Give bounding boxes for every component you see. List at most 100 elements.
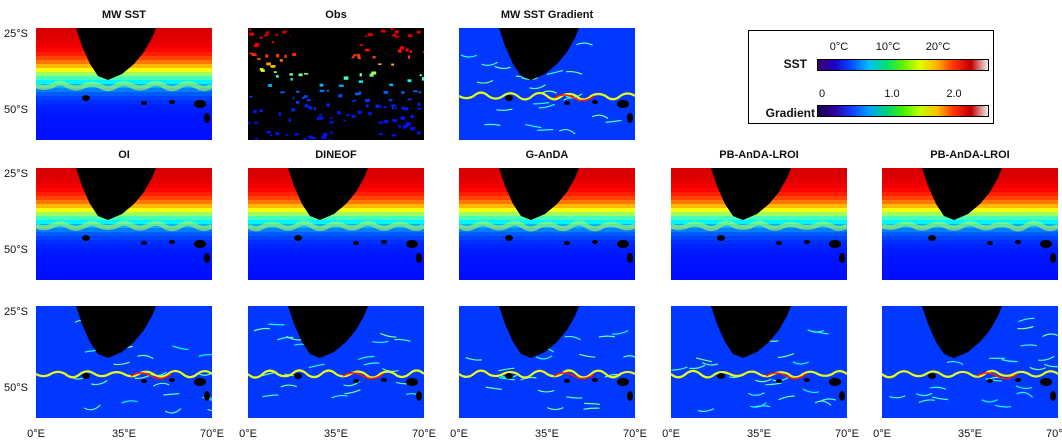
y-tick-8-0: 25°S xyxy=(4,306,28,318)
panel-title-pb-anda-lroi-1: PB-AnDA-LROI xyxy=(719,149,799,161)
island-1 xyxy=(353,101,359,105)
island-2 xyxy=(169,378,175,382)
gradient-front xyxy=(248,369,424,379)
africa-landmass xyxy=(499,168,579,220)
island-0 xyxy=(294,373,302,379)
x-tick-8-1: 35°E xyxy=(112,428,136,440)
island-2 xyxy=(381,240,387,244)
madagascar-landmass xyxy=(984,168,996,180)
x-tick-9-1: 35°E xyxy=(324,428,348,440)
island-4 xyxy=(204,113,210,123)
island-4 xyxy=(416,113,422,123)
map-dineof-grad xyxy=(248,306,424,418)
island-4 xyxy=(204,253,210,263)
island-4 xyxy=(627,113,633,123)
island-3 xyxy=(617,240,629,248)
panel-pb-anda-lroi-2 xyxy=(882,168,1058,280)
panel-title-mw-sst-gradient: MW SST Gradient xyxy=(500,9,594,21)
gradient-front-core xyxy=(553,372,595,380)
island-0 xyxy=(505,373,513,379)
madagascar-landmass xyxy=(350,306,362,318)
x-tick-10-1: 35°E xyxy=(535,428,559,440)
madagascar-landmass xyxy=(561,168,573,180)
island-2 xyxy=(592,100,598,104)
island-1 xyxy=(141,241,147,245)
gradient-front-core xyxy=(553,94,595,102)
island-3 xyxy=(829,240,841,248)
africa-landmass xyxy=(922,306,1002,358)
island-0 xyxy=(505,95,513,101)
madagascar-landmass xyxy=(138,28,150,40)
island-3 xyxy=(406,100,418,108)
x-tick-11-0: 0°E xyxy=(662,428,680,440)
panel-pb-anda-lroi-2-grad xyxy=(882,306,1058,418)
madagascar-landmass xyxy=(138,306,150,318)
x-tick-11-1: 35°E xyxy=(747,428,771,440)
sst-tick-0: 0°C xyxy=(829,41,849,53)
island-2 xyxy=(592,378,598,382)
island-1 xyxy=(987,379,993,383)
gradient-front xyxy=(882,369,1058,379)
map-pb-anda-lroi-1-grad xyxy=(671,306,847,418)
island-2 xyxy=(804,240,810,244)
island-0 xyxy=(717,373,725,379)
africa-landmass xyxy=(499,306,579,358)
front-wave xyxy=(248,220,424,232)
island-0 xyxy=(82,95,90,101)
panel-pb-anda-lroi-1-grad xyxy=(671,306,847,418)
x-tick-9-0: 0°E xyxy=(239,428,257,440)
island-0 xyxy=(928,373,936,379)
island-3 xyxy=(1040,240,1052,248)
island-1 xyxy=(564,379,570,383)
island-0 xyxy=(82,373,90,379)
panel-g-anda xyxy=(459,168,635,280)
y-tick-8-1: 50°S xyxy=(4,382,28,394)
gradient-tick-1: 1.0 xyxy=(884,88,900,100)
island-2 xyxy=(169,100,175,104)
sst-colorbar-label: SST xyxy=(783,57,807,71)
africa-landmass xyxy=(499,28,579,80)
panel-title-oi: OI xyxy=(118,149,130,161)
map-oi-grad xyxy=(36,306,212,418)
colorbar-legend: SST 0°C 10°C 20°C Gradient 0 1.0 2.0 xyxy=(748,30,994,124)
africa-landmass xyxy=(711,306,791,358)
island-2 xyxy=(1015,378,1021,382)
island-0 xyxy=(505,235,513,241)
island-1 xyxy=(564,241,570,245)
panel-dineof-grad xyxy=(248,306,424,418)
island-1 xyxy=(141,379,147,383)
gradient-front xyxy=(459,91,635,101)
gradient-front xyxy=(671,369,847,379)
island-3 xyxy=(617,378,629,386)
front-wave xyxy=(36,80,212,92)
island-4 xyxy=(416,391,422,401)
island-2 xyxy=(381,378,387,382)
island-4 xyxy=(839,253,845,263)
x-tick-8-2: 70°E xyxy=(200,428,224,440)
island-1 xyxy=(353,379,359,383)
gradient-colorbar-label: Gradient xyxy=(765,106,815,120)
island-0 xyxy=(294,235,302,241)
island-1 xyxy=(564,101,570,105)
gradient-front xyxy=(36,369,212,379)
island-3 xyxy=(194,240,206,248)
madagascar-landmass xyxy=(350,168,362,180)
panel-title-g-anda: G-AnDA xyxy=(525,149,569,161)
front-wave xyxy=(671,220,847,232)
island-1 xyxy=(987,241,993,245)
madagascar-landmass xyxy=(773,168,785,180)
africa-landmass xyxy=(288,168,368,220)
x-tick-9-2: 70°E xyxy=(412,428,436,440)
island-1 xyxy=(141,101,147,105)
gradient-front-core xyxy=(342,372,384,380)
map-pb-anda-lroi-2 xyxy=(882,168,1058,280)
panel-title-dineof: DINEOF xyxy=(315,149,357,161)
panel-oi-grad xyxy=(36,306,212,418)
island-2 xyxy=(169,240,175,244)
front-wave xyxy=(459,220,635,232)
island-4 xyxy=(839,391,845,401)
map-mw-sst-gradient xyxy=(459,28,635,140)
y-tick-3-1: 50°S xyxy=(4,244,28,256)
y-tick-3-0: 25°S xyxy=(4,168,28,180)
madagascar-landmass xyxy=(984,306,996,318)
